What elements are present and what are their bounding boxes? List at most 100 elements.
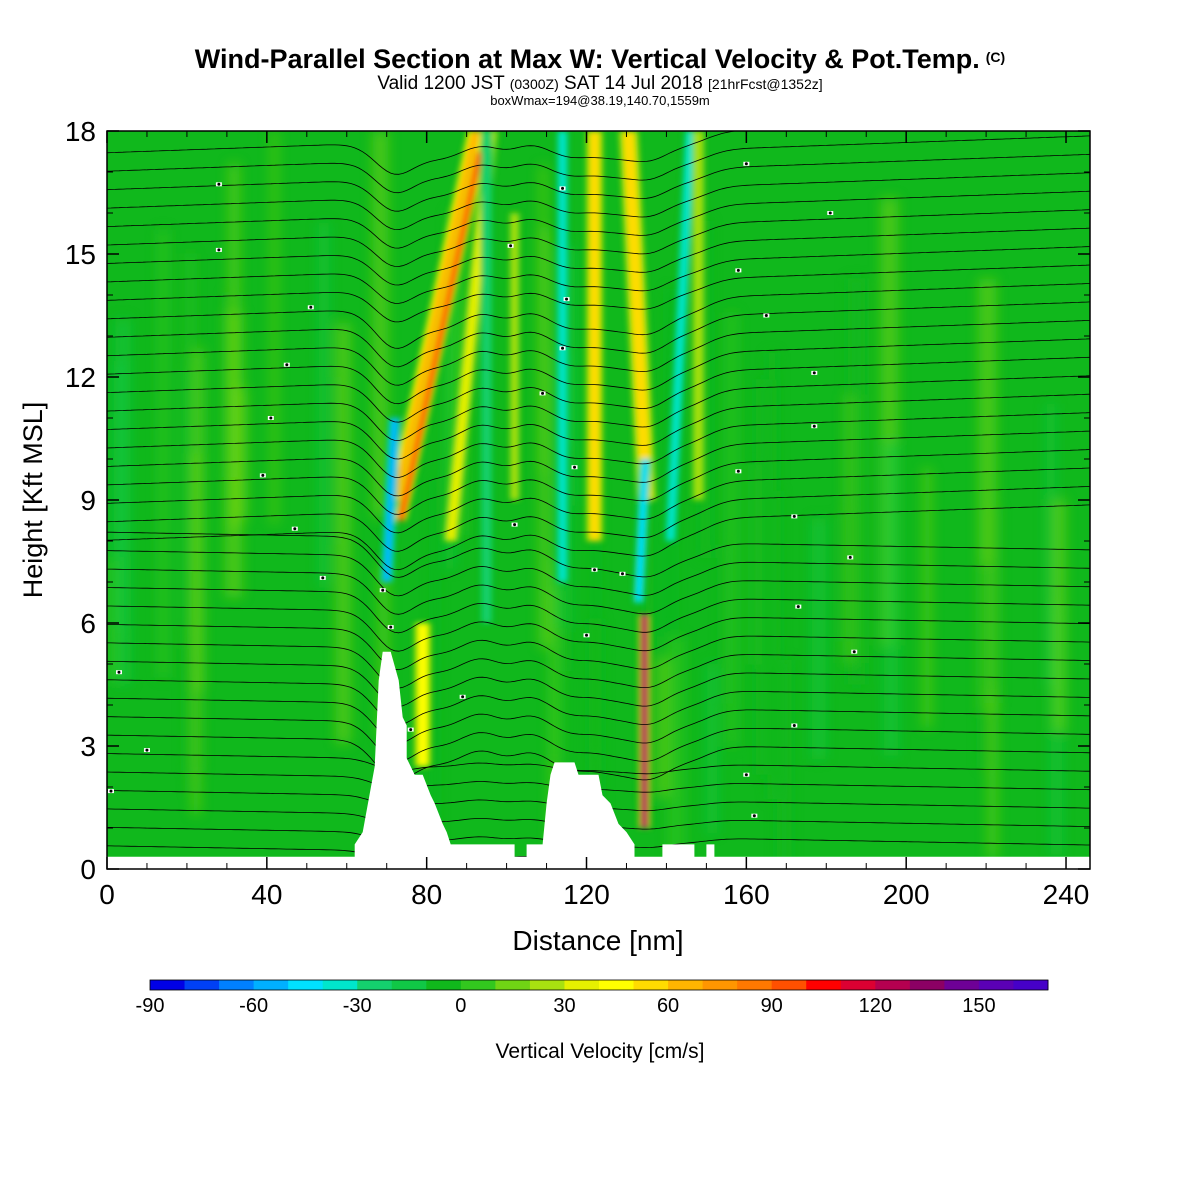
y-axis-label: Height [Kft MSL] [18, 402, 48, 599]
background-streak [777, 660, 792, 864]
w-band [511, 213, 518, 500]
background-streak [228, 163, 240, 531]
theta-contour [107, 320, 1090, 386]
theta-contour [107, 568, 1090, 615]
contour-label-dot [561, 346, 565, 350]
contour-label-dot [217, 182, 221, 186]
background-streak [115, 318, 131, 684]
theta-contour [107, 227, 1090, 286]
colorbar-swatch [288, 980, 324, 990]
background-streak [1045, 403, 1056, 690]
colorbar-swatch [495, 980, 531, 990]
colorbar-swatch [909, 980, 945, 990]
background-streak [883, 440, 899, 756]
forecast-info: [21hrFcst@1352z] [708, 76, 823, 92]
background-streak [378, 562, 389, 738]
background-streak [431, 477, 439, 845]
background-streak [988, 685, 998, 859]
theta-contour [107, 356, 1090, 423]
theta-contour [107, 679, 1090, 726]
theta-contour [107, 153, 1090, 212]
x-tick-label: 120 [563, 879, 610, 910]
contour-label-dot [736, 469, 740, 473]
background-streak [923, 468, 932, 728]
colorbar-swatch [875, 980, 911, 990]
y-tick-label: 12 [65, 362, 96, 393]
colorbar-tick-label: 90 [761, 995, 783, 1017]
w-band [483, 131, 491, 623]
background-streak [726, 312, 738, 747]
contour-label-dot [744, 162, 748, 166]
colorbar-swatch [1013, 980, 1049, 990]
chart-subtitle: Valid 1200 JST (0300Z) SAT 14 Jul 2018 [… [0, 73, 1200, 95]
colorbar-tick-label: 30 [553, 995, 575, 1017]
background-streak [592, 471, 600, 755]
colorbar-swatch [737, 980, 773, 990]
colorbar-swatch [771, 980, 807, 990]
colorbar-swatch [253, 980, 289, 990]
theta-contour [107, 209, 1090, 267]
chart-title-text: Wind-Parallel Section at Max W: Vertical… [194, 44, 980, 74]
x-tick-label: 240 [1043, 879, 1090, 910]
w-band [397, 151, 483, 521]
theta-contour [107, 642, 1090, 689]
colorbar-swatch [599, 980, 635, 990]
contour-label-dot [109, 789, 113, 793]
colorbar: -90 -60 -30 0 30 60 90 120 150 [136, 979, 1049, 1017]
theta-contour [107, 412, 1090, 478]
background-streak [706, 663, 718, 834]
colorbar-label: Vertical Velocity [cm/s] [496, 1040, 705, 1063]
w-band [417, 623, 428, 767]
background-streak [107, 556, 119, 682]
theta-contour [107, 753, 1090, 775]
valid-date: SAT 14 Jul 2018 [564, 73, 703, 94]
theta-contour [107, 449, 1090, 515]
theta-contour [107, 190, 1090, 249]
colorbar-swatch [978, 980, 1014, 990]
contour-label-dot [796, 605, 800, 609]
background-streak [539, 165, 547, 471]
theta-contour [107, 587, 1090, 634]
background-streak [271, 131, 278, 524]
chart-title: Wind-Parallel Section at Max W: Vertical… [0, 44, 1200, 75]
contour-label-dot [261, 473, 265, 477]
colorbar-swatch [322, 980, 358, 990]
colorbar-swatch [564, 980, 600, 990]
theta-contour [107, 393, 1090, 460]
colorbar-swatch [702, 980, 738, 990]
contour-label-dot [321, 576, 325, 580]
theta-contour [107, 716, 1090, 763]
w-band [392, 131, 481, 500]
background-streak [550, 560, 562, 761]
contour-label-dot [585, 633, 589, 637]
theta-contour [107, 660, 1090, 708]
background-streak [848, 278, 866, 685]
colorbar-tick-label: 60 [657, 995, 679, 1017]
terrain-profile [107, 651, 1090, 869]
background-streak [372, 131, 388, 518]
contour-label-dot [792, 514, 796, 518]
colorbar-swatch [633, 980, 669, 990]
theta-contour [107, 697, 1090, 744]
contour-label-dot [409, 728, 413, 732]
valid-time: Valid 1200 JST [377, 73, 505, 94]
colorbar-tick-label: 150 [962, 995, 995, 1017]
background-streak [318, 222, 330, 588]
contour-label-dot [309, 305, 313, 309]
background-streak [667, 636, 685, 862]
colorbar-swatch [944, 980, 980, 990]
theta-contour [107, 264, 1090, 323]
w-band [694, 131, 702, 500]
contour-label-dot [561, 186, 565, 190]
background-streak [756, 379, 773, 775]
x-tick-label: 160 [723, 879, 770, 910]
background-streak [193, 348, 204, 692]
x-tick-label: 80 [411, 879, 442, 910]
y-tick-label: 6 [80, 608, 96, 639]
contour-label-dot [565, 297, 569, 301]
theta-contour [107, 375, 1090, 442]
y-axis: 0 3 6 9 12 15 18 [65, 116, 1090, 885]
background-streak [811, 518, 826, 760]
background-streak [157, 229, 169, 678]
